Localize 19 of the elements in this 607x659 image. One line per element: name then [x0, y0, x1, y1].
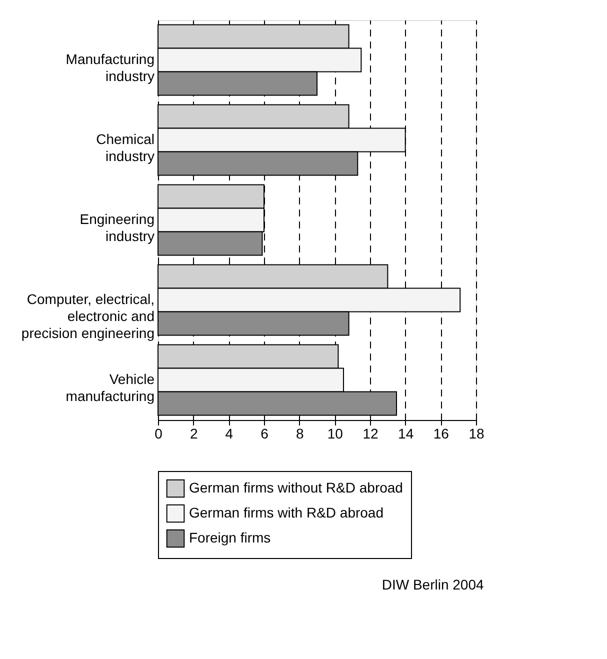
x-tick-label: 14	[398, 426, 414, 442]
legend-label: Foreign firms	[189, 530, 271, 546]
x-tick-label: 6	[260, 426, 269, 442]
legend-label: German firms with R&D abroad	[189, 504, 384, 520]
y-tick-label: Manufacturing industry	[66, 51, 154, 84]
x-tick-label: 12	[362, 426, 378, 442]
x-tick-label: 0	[154, 426, 163, 442]
y-tick-label: Vehicle manufacturing	[66, 371, 155, 404]
x-tick-label: 18	[468, 426, 484, 442]
x-tick-label: 10	[327, 426, 344, 442]
y-tick-label: Engineering industry	[80, 211, 154, 244]
x-tick-label: 4	[225, 426, 234, 442]
y-tick-label: Chemical industry	[96, 131, 154, 164]
text: DIW Berlin 2004	[382, 576, 484, 592]
y-tick-label: Computer, electrical, electronic and precision engineering	[21, 291, 154, 341]
x-tick-label: 16	[433, 426, 450, 442]
legend-label: German firms without R&D abroad	[189, 480, 403, 496]
x-tick-label: 2	[190, 426, 198, 442]
x-tick-label: 8	[296, 426, 304, 442]
